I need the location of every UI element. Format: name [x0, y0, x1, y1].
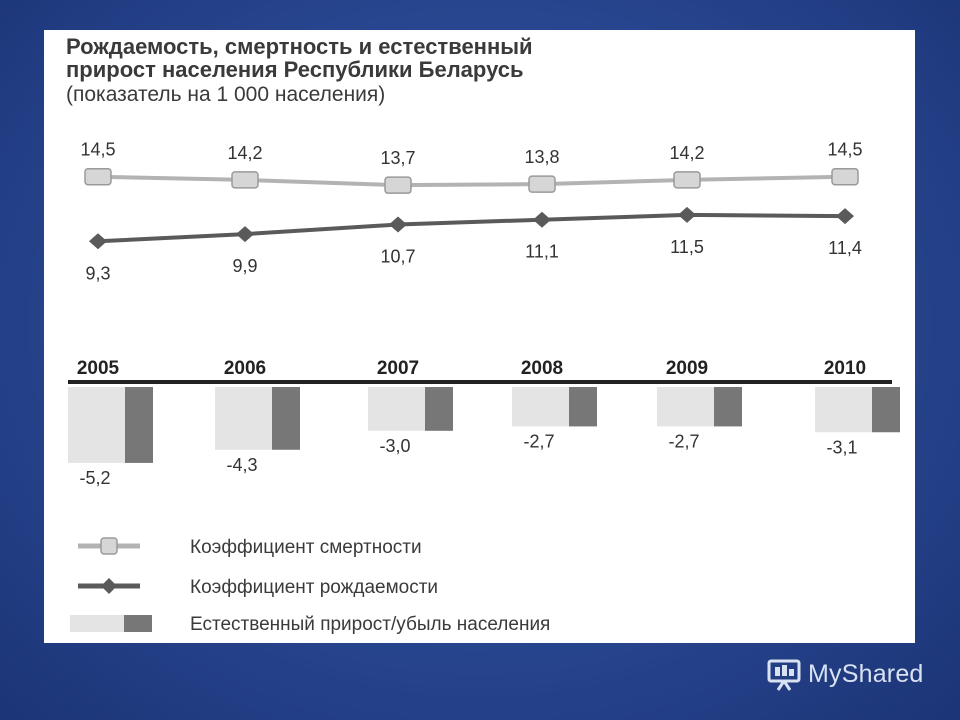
legend-item-growth: Естественный прирост/убыль населения — [70, 614, 550, 635]
growth-label-2007: -3,0 — [379, 436, 410, 456]
chart-card: Рождаемость, смертность и естественный п… — [44, 30, 915, 643]
mortality-label-2005: 14,5 — [80, 140, 115, 160]
growth-bar-dark-2005 — [125, 387, 153, 463]
legend-item-birth: Коэффициент рождаемости — [78, 577, 438, 598]
chart-title-line-1: Рождаемость, смертность и естественный — [66, 34, 533, 59]
growth-bar-dark-2009 — [714, 387, 742, 427]
growth-label-2008: -2,7 — [523, 431, 554, 451]
birth-point-2007 — [389, 216, 407, 233]
legend: Коэффициент смертности Коэффициент рожда… — [70, 537, 550, 635]
mortality-point-2008 — [528, 175, 556, 193]
mortality-label-2008: 13,8 — [524, 147, 559, 167]
legend-label-mortality: Коэффициент смертности — [190, 537, 422, 558]
legend-square-marker-icon — [100, 537, 118, 555]
growth-bar-dark-2010 — [872, 387, 900, 433]
mortality-point-2010 — [831, 167, 859, 186]
legend-diamond-marker-icon — [101, 578, 117, 594]
birth-point-2008 — [533, 211, 551, 228]
birth-label-2007: 10,7 — [380, 247, 415, 267]
year-label-2007: 2007 — [377, 358, 419, 379]
birth-point-2005 — [89, 233, 107, 250]
birth-point-2006 — [236, 226, 254, 243]
mortality-point-2009 — [673, 171, 701, 189]
growth-bar-light-2007 — [368, 387, 425, 431]
mortality-point-2007 — [384, 176, 412, 194]
growth-bar-light-2008 — [512, 387, 569, 427]
growth-bar-dark-2008 — [569, 387, 597, 427]
growth-bar-light-2006 — [215, 387, 272, 450]
birth-point-2010 — [836, 208, 854, 225]
mortality-label-2006: 14,2 — [227, 143, 262, 163]
legend-item-mortality: Коэффициент смертности — [78, 537, 422, 558]
growth-label-2010: -3,1 — [826, 437, 857, 457]
birth-label-2010: 11,4 — [828, 238, 862, 258]
legend-label-growth: Естественный прирост/убыль населения — [190, 614, 550, 635]
chart: Рождаемость, смертность и естественный п… — [66, 34, 900, 635]
growth-bar-light-2010 — [815, 387, 872, 433]
year-label-2005: 2005 — [77, 358, 120, 379]
growth-label-2005: -5,2 — [79, 468, 110, 488]
year-label-2006: 2006 — [224, 358, 266, 379]
birth-point-2009 — [678, 206, 696, 223]
watermark-text: MyShared — [808, 659, 924, 688]
mortality-label-2009: 14,2 — [669, 143, 704, 163]
growth-label-2009: -2,7 — [668, 431, 699, 451]
mortality-label-2007: 13,7 — [380, 148, 415, 168]
legend-swatch-light — [70, 615, 124, 632]
growth-bar-dark-2007 — [425, 387, 453, 431]
mortality-label-2010: 14,5 — [827, 140, 862, 160]
series-line-mortality — [97, 174, 846, 188]
chart-subtitle: (показатель на 1 000 населения) — [66, 83, 385, 106]
legend-swatch-dark — [124, 615, 152, 632]
birth-label-2009: 11,5 — [670, 237, 704, 257]
growth-bar-light-2005 — [68, 387, 125, 463]
chart-title-line-2: прирост населения Республики Беларусь — [66, 57, 524, 82]
mortality-point-2006 — [231, 171, 259, 189]
birth-label-2008: 11,1 — [525, 242, 559, 262]
growth-bar-dark-2006 — [272, 387, 300, 450]
legend-label-birth: Коэффициент рождаемости — [190, 577, 438, 598]
mortality-point-2005 — [84, 167, 112, 186]
series-line-birth — [97, 212, 846, 244]
birth-label-2006: 9,9 — [232, 256, 257, 276]
watermark: MyShared — [766, 656, 924, 692]
chart-marks: 14,5 14,2 13,7 13,8 14,2 14,5 9,3 9,9 10,7 11,1 11… — [68, 140, 900, 488]
birth-label-2005: 9,3 — [85, 263, 110, 283]
year-label-2009: 2009 — [666, 358, 708, 379]
year-label-2008: 2008 — [521, 358, 563, 379]
presentation-board-icon — [767, 659, 801, 691]
year-label-2010: 2010 — [824, 358, 866, 379]
growth-bar-light-2009 — [657, 387, 714, 427]
growth-label-2006: -4,3 — [226, 455, 257, 475]
